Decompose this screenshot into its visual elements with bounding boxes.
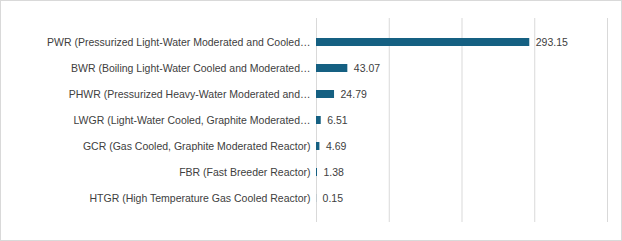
svg-text:293.15: 293.15: [536, 36, 568, 48]
svg-text:43.07: 43.07: [354, 62, 380, 74]
svg-text:1.38: 1.38: [324, 166, 345, 178]
svg-text:0.15: 0.15: [323, 192, 344, 204]
svg-text:24.79: 24.79: [341, 88, 367, 100]
svg-text:PHWR (Pressurized Heavy-Water: PHWR (Pressurized Heavy-Water Moderated …: [69, 88, 311, 100]
svg-text:LWGR (Light-Water Cooled, Grap: LWGR (Light-Water Cooled, Graphite Moder…: [74, 114, 311, 126]
svg-text:FBR (Fast Breeder Reactor): FBR (Fast Breeder Reactor): [179, 166, 310, 178]
svg-text:4.69: 4.69: [326, 140, 347, 152]
svg-text:HTGR (High Temperature Gas Coo: HTGR (High Temperature Gas Cooled Reacto…: [90, 192, 311, 204]
svg-text:BWR (Boiling Light-Water Coole: BWR (Boiling Light-Water Cooled and Mode…: [71, 62, 310, 74]
svg-text:PWR (Pressurized Light-Water M: PWR (Pressurized Light-Water Moderated a…: [47, 36, 310, 48]
svg-text:6.51: 6.51: [327, 114, 348, 126]
svg-text:GCR (Gas Cooled, Graphite Mode: GCR (Gas Cooled, Graphite Moderated Reac…: [83, 140, 311, 152]
